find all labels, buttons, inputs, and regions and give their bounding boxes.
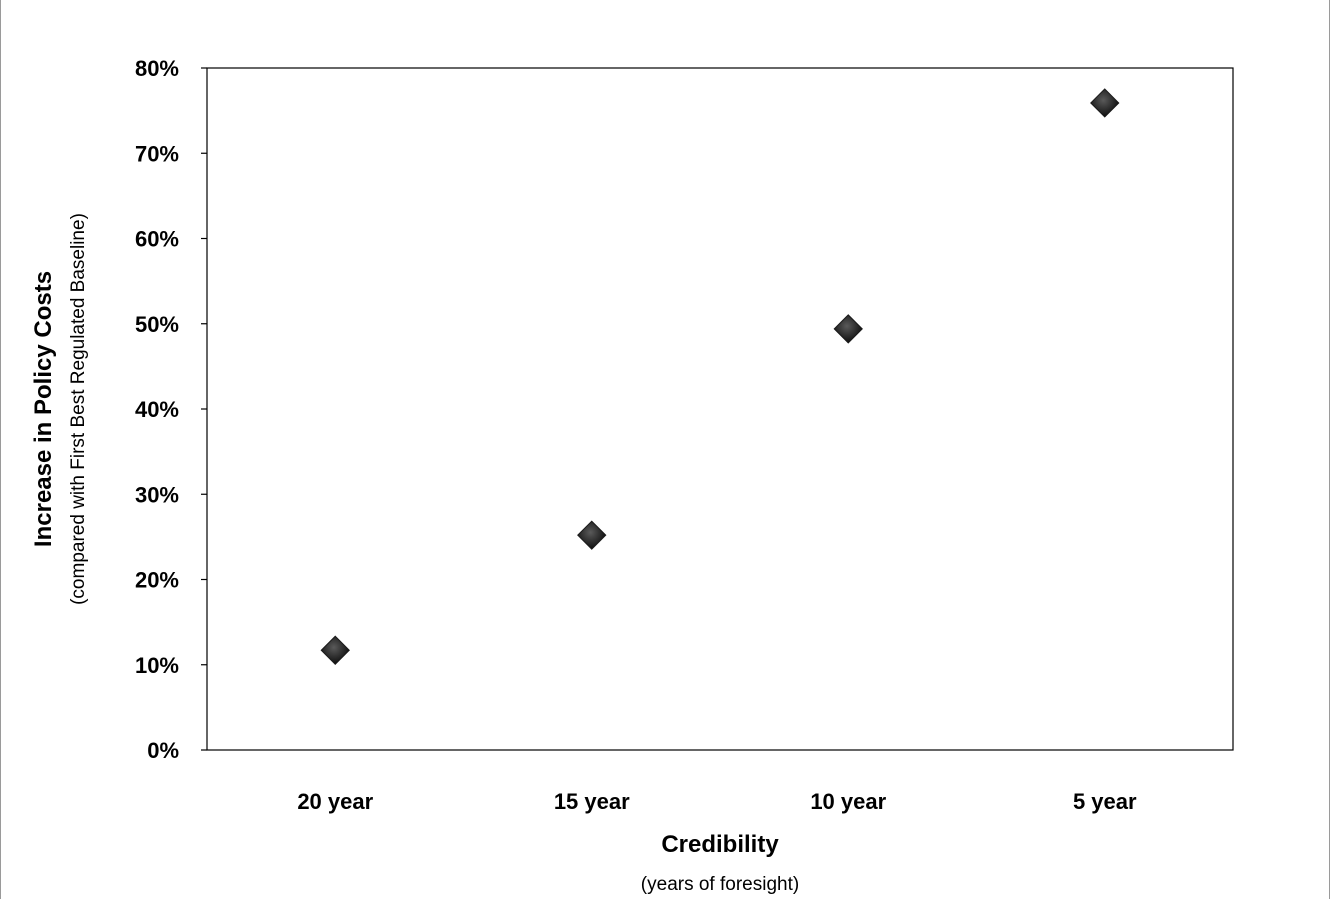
x-axis: 20 year 15 year 10 year 5 year xyxy=(297,789,1137,814)
y-tick-label: 40% xyxy=(135,397,179,422)
x-tick-label: 10 year xyxy=(810,789,886,814)
y-axis: 0% 10% 20% 30% 40% 50% 60% 70% 80% xyxy=(135,56,207,763)
y-tick-label: 70% xyxy=(135,141,179,166)
y-axis-subtitle: (compared with First Best Regulated Base… xyxy=(68,213,89,605)
plot-area xyxy=(206,67,1234,751)
y-axis-title: Increase in Policy Costs xyxy=(30,271,57,547)
data-point-marker xyxy=(577,520,607,550)
y-tick-label: 80% xyxy=(135,56,179,81)
x-axis-subtitle: (years of foresight) xyxy=(641,874,799,895)
y-tick-label: 60% xyxy=(135,227,179,252)
x-tick-label: 5 year xyxy=(1073,789,1137,814)
y-tick-label: 30% xyxy=(135,482,179,507)
y-tick-label: 50% xyxy=(135,312,179,337)
y-tick-label: 10% xyxy=(135,653,179,678)
x-axis-title: Credibility xyxy=(661,831,779,858)
data-point-marker xyxy=(1090,88,1120,118)
x-tick-label: 20 year xyxy=(297,789,373,814)
data-points xyxy=(320,88,1120,665)
x-tick-label: 15 year xyxy=(554,789,630,814)
data-point-marker xyxy=(320,635,350,665)
y-tick-label: 0% xyxy=(147,738,179,763)
y-tick-label: 20% xyxy=(135,568,179,593)
data-point-marker xyxy=(833,314,863,344)
